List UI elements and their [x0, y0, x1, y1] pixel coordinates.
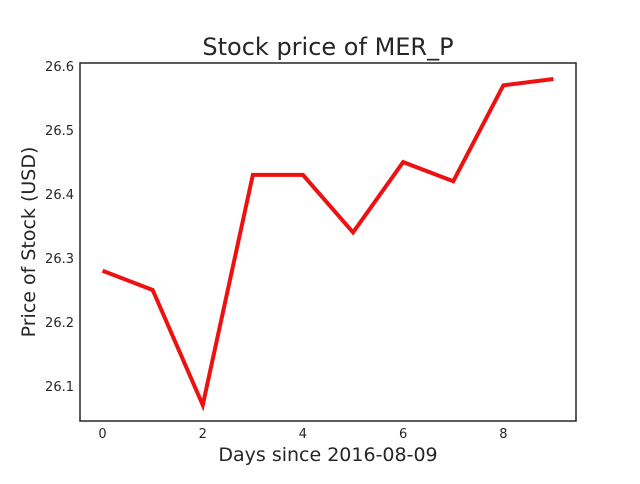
plot-frame [79, 62, 577, 422]
y-tick-label: 26.2 [45, 316, 74, 331]
x-tick-label: 6 [399, 427, 407, 442]
y-tick-label: 26.3 [45, 252, 74, 267]
plot-area: 0 2 4 6 8 26.1 26.2 26.3 26.4 26.5 26.6 [45, 60, 577, 442]
y-tick-label: 26.1 [45, 380, 74, 395]
chart-title: Stock price of MER_P [202, 33, 453, 61]
y-tick-label: 26.6 [45, 60, 74, 75]
x-axis-label: Days since 2016-08-09 [218, 444, 437, 466]
x-tick-label: 2 [199, 427, 207, 442]
y-tick-label: 26.4 [45, 188, 74, 203]
y-tick-label: 26.5 [45, 124, 74, 139]
x-tick-label: 0 [98, 427, 106, 442]
y-axis-label: Price of Stock (USD) [18, 147, 40, 338]
series-line [101, 76, 554, 412]
x-tick-label: 8 [499, 427, 507, 442]
x-tick-label: 4 [299, 427, 307, 442]
